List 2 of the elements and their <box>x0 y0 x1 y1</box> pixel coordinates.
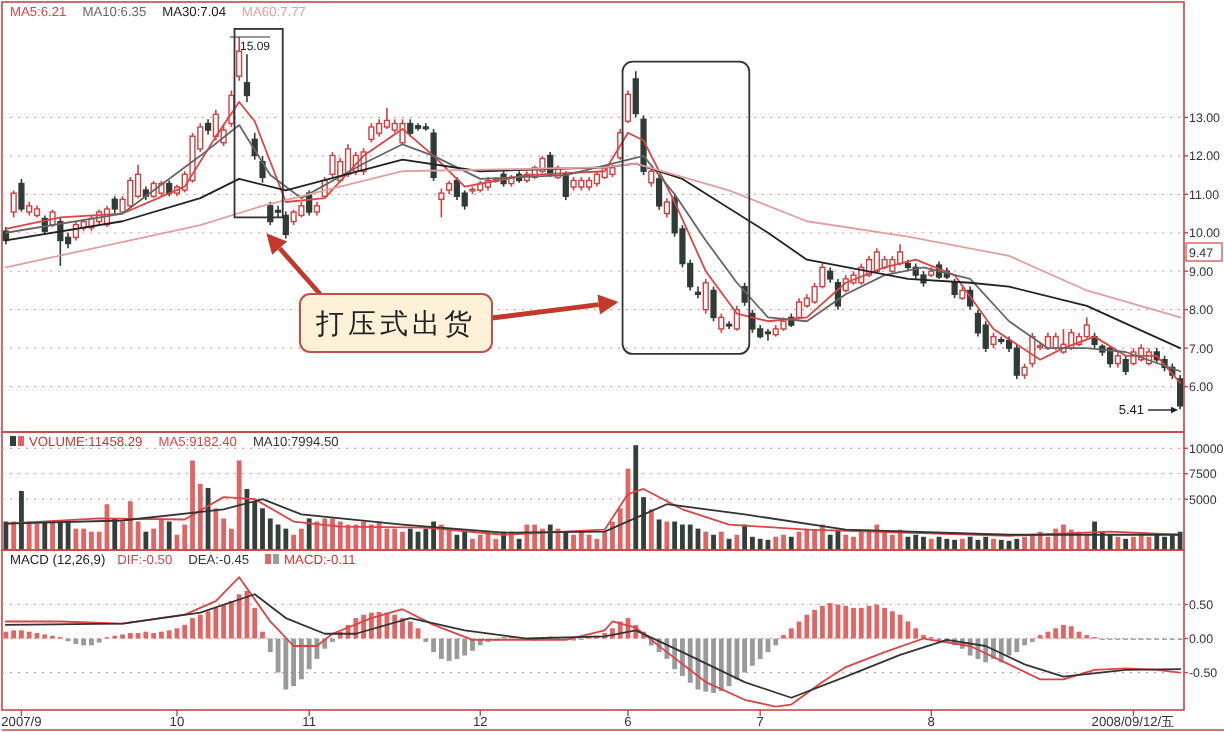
annotation: 打压式出货 <box>314 309 476 341</box>
callout: 打压式出货 <box>299 293 493 353</box>
